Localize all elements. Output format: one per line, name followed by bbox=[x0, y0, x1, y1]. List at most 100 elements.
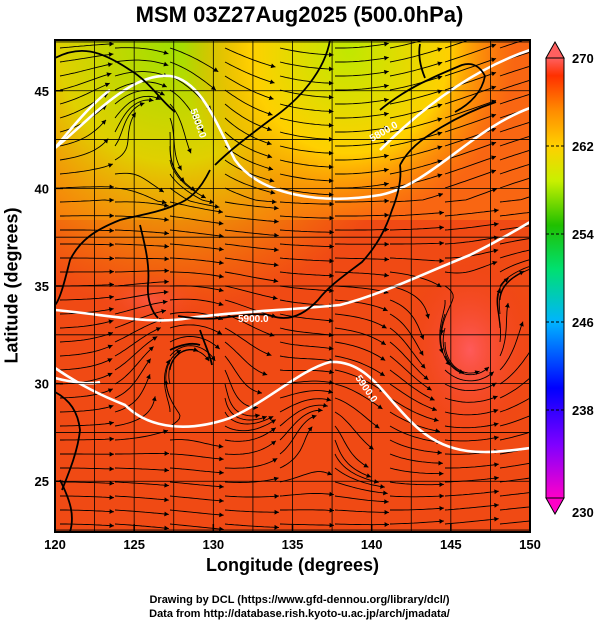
streamline bbox=[444, 44, 497, 63]
streamline-arrow bbox=[438, 192, 444, 198]
colorbar-label: 230 bbox=[572, 505, 594, 520]
streamline-arrow bbox=[531, 257, 536, 262]
streamline bbox=[170, 271, 224, 278]
streamline-arrow bbox=[165, 359, 170, 365]
streamline-arrow bbox=[159, 91, 165, 96]
streamline bbox=[224, 458, 278, 469]
streamline-arrow bbox=[329, 288, 334, 294]
streamline-arrow bbox=[384, 509, 389, 515]
streamline bbox=[224, 75, 274, 100]
streamline bbox=[440, 313, 451, 366]
streamline bbox=[279, 471, 333, 483]
streamline-arrow bbox=[108, 307, 114, 312]
streamline bbox=[335, 56, 389, 63]
streamline-arrow bbox=[101, 119, 106, 125]
streamline bbox=[169, 467, 224, 474]
streamline-arrow bbox=[491, 113, 497, 119]
x-tick-label: 150 bbox=[519, 537, 541, 552]
streamline bbox=[390, 507, 445, 511]
streamline-arrow bbox=[532, 49, 537, 54]
streamline-arrow bbox=[164, 511, 169, 517]
streamline bbox=[59, 422, 114, 427]
streamline-arrow bbox=[380, 484, 385, 489]
streamline-arrow bbox=[493, 235, 499, 241]
streamline-arrow bbox=[164, 497, 169, 503]
streamline-arrow bbox=[262, 371, 268, 376]
streamline bbox=[335, 140, 389, 147]
streamline bbox=[224, 201, 279, 209]
streamline bbox=[224, 313, 275, 337]
streamline bbox=[114, 99, 154, 133]
streamline-arrow bbox=[164, 256, 169, 262]
streamline-arrow bbox=[532, 175, 537, 180]
streamline bbox=[169, 215, 224, 225]
streamline-arrow bbox=[429, 396, 435, 401]
streamline-arrow bbox=[532, 35, 537, 40]
streamline bbox=[334, 397, 380, 429]
streamline bbox=[169, 509, 224, 516]
streamline-arrow bbox=[108, 404, 114, 410]
streamline-arrow bbox=[273, 262, 279, 268]
streamline bbox=[114, 172, 165, 193]
streamline bbox=[59, 43, 114, 49]
streamline bbox=[389, 257, 444, 262]
streamline bbox=[114, 102, 145, 147]
streamline bbox=[114, 467, 169, 471]
streamline-arrow bbox=[383, 111, 389, 117]
streamline bbox=[224, 103, 272, 131]
streamline bbox=[335, 98, 389, 105]
colorbar-label: 254 bbox=[572, 227, 594, 242]
streamline-arrow bbox=[109, 436, 114, 442]
streamline-arrow bbox=[437, 61, 443, 67]
streamline-arrow bbox=[494, 503, 499, 508]
streamline bbox=[444, 436, 499, 442]
streamline bbox=[444, 209, 499, 217]
streamline bbox=[224, 173, 276, 194]
streamline bbox=[389, 193, 444, 203]
streamline bbox=[334, 467, 385, 488]
streamline-arrow bbox=[274, 205, 279, 211]
streamline-arrow bbox=[420, 363, 426, 369]
streamline bbox=[389, 467, 444, 475]
streamline bbox=[334, 341, 386, 361]
x-tick-label: 120 bbox=[44, 537, 66, 552]
x-tick-label: 145 bbox=[440, 537, 462, 552]
streamline bbox=[445, 463, 499, 469]
streamline-arrow bbox=[384, 522, 389, 527]
streamline-arrow bbox=[531, 504, 536, 509]
streamline-arrow bbox=[162, 299, 168, 305]
streamline bbox=[169, 117, 182, 171]
streamline-arrow bbox=[272, 458, 278, 463]
streamline-arrow bbox=[155, 327, 161, 332]
streamline bbox=[114, 59, 169, 66]
streamline-arrow bbox=[439, 506, 444, 511]
streamline bbox=[224, 257, 279, 266]
streamline-arrow bbox=[271, 199, 277, 205]
streamline bbox=[499, 149, 530, 161]
streamline bbox=[279, 390, 334, 399]
streamline bbox=[334, 453, 379, 483]
streamline bbox=[115, 452, 169, 455]
streamline-arrow bbox=[530, 194, 535, 199]
streamline-arrow bbox=[164, 525, 169, 531]
streamline bbox=[442, 327, 465, 374]
streamline-arrow bbox=[531, 223, 536, 228]
streamline bbox=[224, 243, 279, 251]
streamline-arrow bbox=[437, 33, 442, 38]
streamline-arrow bbox=[108, 319, 114, 325]
streamline-arrow bbox=[504, 302, 510, 308]
streamline bbox=[499, 163, 530, 175]
streamline bbox=[60, 229, 115, 232]
streamline-arrow bbox=[269, 79, 275, 85]
streamline-arrow bbox=[214, 344, 220, 350]
credit-data: Data from http://database.rish.kyoto-u.a… bbox=[149, 608, 450, 620]
streamline bbox=[114, 327, 161, 357]
streamline bbox=[114, 430, 169, 441]
streamline bbox=[389, 313, 424, 356]
streamline bbox=[114, 243, 169, 248]
chart-title: MSM 03Z27Aug2025 (500.0hPa) bbox=[135, 2, 464, 27]
streamline bbox=[224, 131, 273, 158]
streamline-arrow bbox=[503, 277, 509, 283]
streamline-arrow bbox=[109, 466, 114, 472]
x-axis-label: Longitude (degrees) bbox=[205, 555, 379, 575]
